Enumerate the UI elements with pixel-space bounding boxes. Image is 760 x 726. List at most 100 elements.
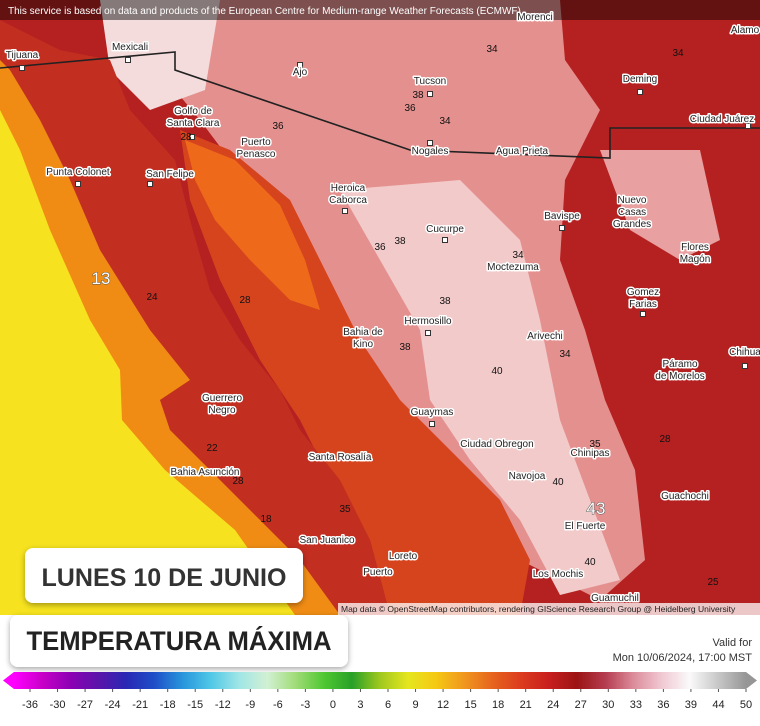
place-label: Ajo <box>293 67 308 78</box>
place-label: San Felipe <box>146 169 194 180</box>
place-label: Heroica <box>331 183 366 194</box>
colorbar-tick-label: -12 <box>215 699 231 711</box>
place-dot <box>429 421 435 427</box>
place-label: Guaymas <box>411 407 454 418</box>
temperature-label: 40 <box>584 557 596 568</box>
place-dot <box>427 140 433 146</box>
place-label: Santa Rosalía <box>309 452 372 463</box>
place-label: Flores <box>681 242 709 253</box>
temperature-label: 35 <box>589 439 601 450</box>
temperature-label: 35 <box>339 504 351 515</box>
place-label: Nuevo <box>618 195 647 206</box>
place-label: Farias <box>629 299 657 310</box>
temperature-label: 38 <box>394 236 406 247</box>
place-label: Guerrero <box>202 393 242 404</box>
place-dot <box>559 225 565 231</box>
date-box <box>25 548 303 603</box>
temperature-label: 38 <box>412 90 424 101</box>
colorbar-tick-label: -24 <box>105 699 121 711</box>
colorbar-tick-label: -18 <box>160 699 176 711</box>
colorbar-end <box>3 672 14 689</box>
credits: Map data © OpenStreetMap contributors, r… <box>341 604 736 614</box>
temperature-label: 36 <box>374 242 386 253</box>
valid-time: Mon 10/06/2024, 17:00 MST <box>613 652 753 664</box>
colorbar-tick-label: 33 <box>630 699 642 711</box>
colorbar-tick-label: 15 <box>464 699 476 711</box>
place-dot <box>742 363 748 369</box>
temperature-label: 34 <box>486 44 498 55</box>
place-label: El Fuerte <box>565 521 606 532</box>
temperature-label: 36 <box>404 103 416 114</box>
temperature-label: 13 <box>92 269 111 288</box>
valid-label: Valid for <box>712 637 752 649</box>
place-label: Guachochi <box>661 491 709 502</box>
colorbar-tick-label: 9 <box>412 699 418 711</box>
variable-title: TEMPERATURA MÁXIMA <box>27 625 332 656</box>
place-dot <box>745 123 751 129</box>
place-label: Alamo <box>731 25 760 36</box>
place-label: Santa Clara <box>167 118 220 129</box>
place-label: Morenci <box>517 12 553 23</box>
temperature-label: 28 <box>180 132 192 143</box>
temperature-label: 43 <box>587 499 606 518</box>
notice: This service is based on data and produc… <box>8 6 521 17</box>
place-label: Navojoa <box>509 471 546 482</box>
place-label: Bahia Asunción <box>171 467 240 478</box>
place-label: San Juanico <box>299 535 354 546</box>
place-label: Gomez <box>627 287 659 298</box>
place-label: Ciudad Juárez <box>690 114 754 125</box>
colorbar-tick-label: -21 <box>132 699 148 711</box>
place-label: Caborca <box>329 195 367 206</box>
temperature-label: 34 <box>559 349 571 360</box>
place-dot <box>19 65 25 71</box>
temperature-label: 22 <box>206 443 218 454</box>
place-label: Mexicali <box>112 42 148 53</box>
colorbar-tick-label: 21 <box>520 699 532 711</box>
colorbar-tick-label: 50 <box>740 699 752 711</box>
place-dot <box>125 57 131 63</box>
temperature-label: 34 <box>512 250 524 261</box>
colorbar-tick-label: 30 <box>602 699 614 711</box>
colorbar-tick-label: -27 <box>77 699 93 711</box>
temperature-label: 38 <box>399 342 411 353</box>
colorbar-tick-label: -3 <box>300 699 310 711</box>
colorbar-end <box>746 672 757 689</box>
colorbar-tick-label: -9 <box>245 699 255 711</box>
place-label: Bahia de <box>343 327 383 338</box>
place-label: Loreto <box>389 551 418 562</box>
colorbar-tick-label: 6 <box>385 699 391 711</box>
place-label: Casas <box>618 207 646 218</box>
variable-box <box>10 615 348 667</box>
colorbar-tick-label: 3 <box>357 699 363 711</box>
temperature-label: 36 <box>272 121 284 132</box>
colorbar-tick-label: -6 <box>273 699 283 711</box>
temperature-label: 18 <box>260 514 272 525</box>
colorbar-tick-label: 44 <box>712 699 724 711</box>
place-label: Grandes <box>613 219 651 230</box>
place-label: Ciudad Obregon <box>460 439 533 450</box>
temperature-label: 34 <box>439 116 451 127</box>
temperature-label: 40 <box>552 477 564 488</box>
map: This service is based on data and produc… <box>0 0 760 615</box>
place-label: de Morelos <box>655 371 704 382</box>
place-dot <box>189 134 195 140</box>
colorbar-tick-label: 27 <box>575 699 587 711</box>
place-dot <box>297 62 303 68</box>
place-label: Puerto <box>363 567 393 578</box>
place-label: Magón <box>680 254 711 265</box>
place-label: Agua Prieta <box>496 146 549 157</box>
place-label: Chihua <box>729 347 760 358</box>
colorbar-tick-label: 39 <box>685 699 697 711</box>
place-label: Los Mochis <box>533 569 584 580</box>
place-label: Puerto <box>241 137 271 148</box>
place-label: Arivechi <box>527 331 563 342</box>
place-label: Deming <box>623 74 657 85</box>
place-label: Hermosillo <box>404 316 452 327</box>
place-dot <box>75 181 81 187</box>
colorbar-tick-label: 18 <box>492 699 504 711</box>
place-label: Chinipas <box>571 448 610 459</box>
place-label: Guamuchil <box>591 593 639 604</box>
place-dot <box>637 89 643 95</box>
place-dot <box>425 330 431 336</box>
